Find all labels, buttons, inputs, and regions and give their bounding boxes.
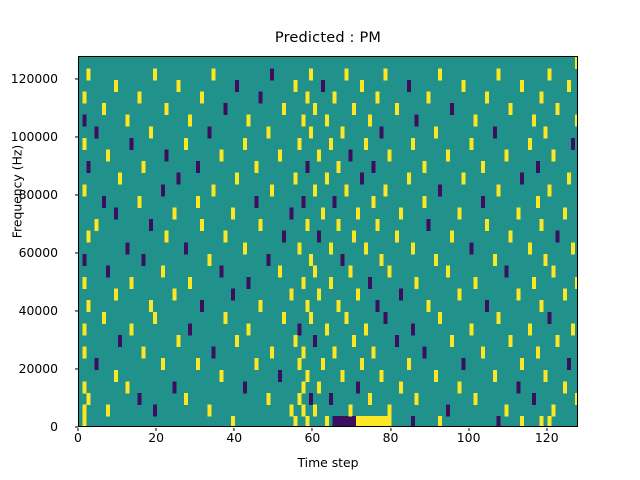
- y-tick-label: 120000: [10, 70, 58, 86]
- y-tick-label: 40000: [18, 302, 58, 318]
- y-tick-label: 80000: [18, 186, 58, 202]
- x-tick-label: 80: [382, 430, 399, 445]
- y-tick-label: 0: [50, 418, 58, 434]
- x-tick-mark: [546, 427, 548, 432]
- x-tick-label: 120: [534, 430, 559, 445]
- x-tick-label: 40: [226, 430, 243, 445]
- x-tick-mark: [77, 427, 79, 432]
- x-tick-label: 0: [74, 430, 82, 445]
- y-tick-mark: [74, 368, 79, 370]
- y-tick-mark: [74, 252, 79, 254]
- heatmap-image: [79, 57, 577, 426]
- x-tick-mark: [389, 427, 392, 432]
- x-tick-mark: [468, 427, 470, 432]
- y-tick-mark: [74, 194, 79, 196]
- x-tick-label: 20: [148, 430, 165, 445]
- y-tick-mark: [74, 310, 79, 312]
- y-tick-mark: [74, 426, 79, 428]
- y-tick-mark: [74, 136, 79, 138]
- page-title: Predicted : PM: [274, 30, 382, 46]
- x-tick-label: 100: [456, 430, 481, 445]
- y-tick-mark: [74, 78, 79, 80]
- x-tick-mark: [155, 427, 157, 432]
- y-tick-label: 100000: [10, 128, 58, 144]
- heatmap-axes: [78, 56, 578, 427]
- x-tick-mark: [233, 427, 235, 432]
- x-tick-mark: [311, 427, 313, 432]
- x-axis-label: Time step: [297, 455, 359, 470]
- y-tick-label: 20000: [18, 360, 58, 376]
- y-tick-label: 60000: [18, 244, 58, 260]
- x-tick-label: 60: [304, 430, 321, 445]
